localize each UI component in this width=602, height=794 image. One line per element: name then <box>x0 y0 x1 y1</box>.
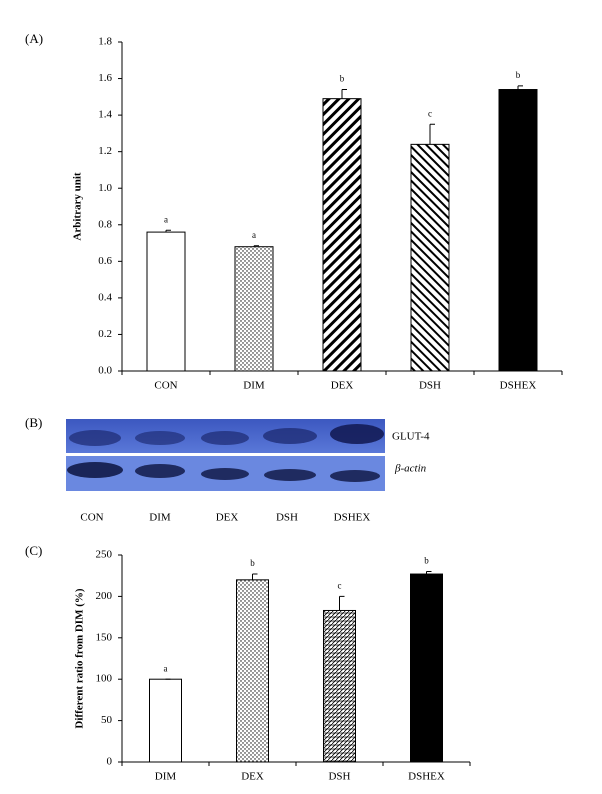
y-tick-label: 1.4 <box>98 109 112 121</box>
blot-image <box>66 419 385 491</box>
y-tick-label: 50 <box>101 714 113 726</box>
panel-label: (B) <box>25 415 42 430</box>
lane-label: DSHEX <box>334 512 371 524</box>
error-bar <box>517 85 523 90</box>
lane-label: CON <box>80 512 103 524</box>
significance-letter: b <box>250 558 255 568</box>
bar <box>234 246 274 372</box>
blot-band <box>201 468 249 480</box>
y-tick-label: 1.6 <box>98 72 112 84</box>
x-tick-label: DSH <box>328 771 350 783</box>
blot-band <box>135 464 185 478</box>
x-tick-label: DSHEX <box>408 771 445 783</box>
y-tick-label: 200 <box>96 590 113 602</box>
significance-letter: a <box>164 214 168 224</box>
blot-band <box>330 470 380 482</box>
y-tick-label: 150 <box>96 631 113 643</box>
y-tick-label: 0.8 <box>98 218 112 230</box>
blot-band <box>201 431 249 445</box>
error-bar <box>252 573 258 580</box>
y-axis-title: Arbitrary unit <box>72 172 84 240</box>
y-axis-title: Different ratio from DIM (%) <box>74 588 86 728</box>
x-tick-label: DEX <box>331 380 354 392</box>
bar <box>323 609 356 763</box>
y-tick-label: 0 <box>107 756 113 768</box>
significance-letter: c <box>338 580 342 590</box>
blot-band <box>263 428 317 444</box>
x-tick-label: DSH <box>419 380 441 392</box>
bar <box>410 143 450 372</box>
error-bar <box>339 595 345 611</box>
significance-letter: c <box>428 108 432 118</box>
y-tick-label: 0.0 <box>98 365 112 377</box>
y-tick-label: 0.2 <box>98 328 112 340</box>
bar <box>410 573 443 763</box>
significance-letter: b <box>340 74 345 84</box>
bar <box>146 231 186 372</box>
blot-band <box>135 431 185 445</box>
y-tick-label: 1.8 <box>98 36 112 48</box>
y-tick-label: 100 <box>96 673 113 685</box>
lane-label: DSH <box>276 512 298 524</box>
bar <box>498 89 538 372</box>
panel-label: (A) <box>25 31 43 46</box>
blot-band <box>264 469 316 481</box>
error-bar <box>429 123 435 145</box>
bar <box>236 579 269 763</box>
x-tick-label: DEX <box>241 771 264 783</box>
significance-letter: a <box>252 230 256 240</box>
band-label: GLUT-4 <box>392 431 430 443</box>
y-tick-label: 1.0 <box>98 182 112 194</box>
lane-label: DIM <box>149 512 171 524</box>
blot-band <box>330 424 384 444</box>
y-tick-label: 0.4 <box>98 291 112 303</box>
error-bar <box>341 89 347 99</box>
bar <box>322 98 362 372</box>
x-tick-label: DIM <box>155 771 177 783</box>
x-tick-label: DSHEX <box>500 380 537 392</box>
x-tick-label: CON <box>154 380 177 392</box>
error-bar <box>426 571 432 575</box>
panel-label: (C) <box>25 543 42 558</box>
y-tick-label: 1.2 <box>98 145 112 157</box>
significance-letter: b <box>424 556 429 566</box>
x-tick-label: DIM <box>243 380 265 392</box>
bar <box>149 678 182 763</box>
blot-band <box>69 430 121 446</box>
significance-letter: b <box>516 70 521 80</box>
significance-letter: a <box>164 663 168 673</box>
error-bar <box>165 229 171 233</box>
y-tick-label: 0.6 <box>98 255 112 267</box>
band-label: β-actin <box>394 463 427 475</box>
blot-band <box>67 462 123 478</box>
y-tick-label: 250 <box>96 549 113 561</box>
error-bar <box>253 245 259 247</box>
lane-label: DEX <box>216 512 239 524</box>
